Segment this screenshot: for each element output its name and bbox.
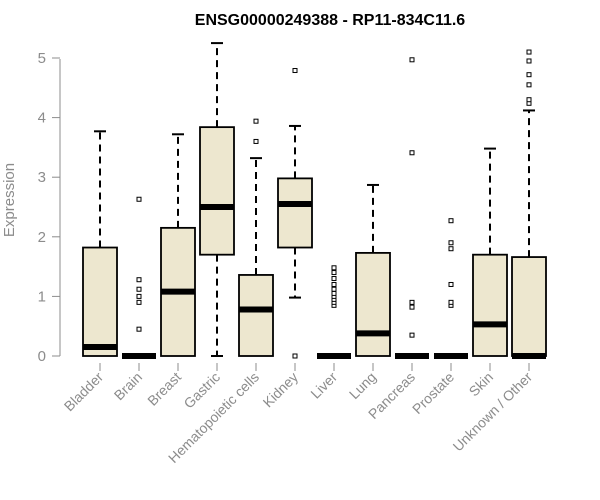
outlier-8-4 xyxy=(409,57,415,63)
outlier-11-4 xyxy=(526,58,532,64)
box-3 xyxy=(199,42,235,357)
box-4 xyxy=(238,118,274,357)
y-axis-ticks: 0 1 2 3 4 5 xyxy=(38,50,60,365)
box-rect-0 xyxy=(82,246,118,357)
chart-title: ENSG00000249388 - RP11-834C11.6 xyxy=(195,12,466,29)
outlier-11-2 xyxy=(526,82,532,88)
box-9 xyxy=(434,218,468,359)
outlier-6-6 xyxy=(331,281,337,287)
outlier-1-3 xyxy=(136,286,142,292)
outlier-6-4 xyxy=(331,290,337,296)
outlier-9-2 xyxy=(448,281,454,287)
y-tick-label-2: 2 xyxy=(38,229,46,246)
y-tick-label-3: 3 xyxy=(38,169,46,186)
x-tick-label-7: Lung xyxy=(346,369,379,402)
outlier-4-0 xyxy=(253,138,259,144)
box-1 xyxy=(122,196,156,359)
box-rect-4 xyxy=(238,274,274,357)
outlier-5-1 xyxy=(292,68,298,74)
y-axis-label: Expression xyxy=(1,163,18,237)
box-2 xyxy=(160,133,196,357)
box-11 xyxy=(511,49,547,359)
x-tick-label-1: Brain xyxy=(111,369,145,403)
outlier-1-4 xyxy=(136,277,142,283)
box-5 xyxy=(277,68,313,359)
outlier-5-0 xyxy=(292,353,298,359)
outlier-11-3 xyxy=(526,72,532,78)
box-0 xyxy=(82,130,118,357)
box-10 xyxy=(472,147,508,357)
box-rect-7 xyxy=(355,251,391,357)
x-tick-label-9: Prostate xyxy=(409,369,457,417)
outlier-8-1 xyxy=(409,304,415,310)
x-tick-label-2: Breast xyxy=(144,369,184,409)
x-tick-label-6: Liver xyxy=(307,369,340,402)
outlier-9-4 xyxy=(448,240,454,246)
x-tick-label-5: Kidney xyxy=(260,369,302,411)
box-rect-5 xyxy=(277,177,313,249)
outlier-1-1 xyxy=(136,299,142,305)
box-8 xyxy=(395,57,429,359)
y-tick-label-4: 4 xyxy=(38,110,46,127)
outlier-6-9 xyxy=(331,265,337,271)
outlier-1-5 xyxy=(136,196,142,202)
x-tick-label-0: Bladder xyxy=(61,369,107,415)
outlier-9-3 xyxy=(448,246,454,252)
outlier-4-1 xyxy=(253,118,259,124)
box-7 xyxy=(355,183,391,357)
outlier-6-7 xyxy=(331,276,337,282)
y-tick-label-0: 0 xyxy=(38,348,46,365)
y-tick-label-5: 5 xyxy=(38,50,46,67)
boxes-group xyxy=(82,42,547,359)
outlier-8-0 xyxy=(409,332,415,338)
box-6 xyxy=(317,265,351,359)
outlier-1-0 xyxy=(136,326,142,332)
outlier-9-5 xyxy=(448,218,454,224)
outlier-9-1 xyxy=(448,299,454,305)
outlier-6-8 xyxy=(331,270,337,276)
outlier-11-5 xyxy=(526,49,532,55)
outlier-11-1 xyxy=(526,97,532,103)
outlier-1-2 xyxy=(136,293,142,299)
box-rect-3 xyxy=(199,126,235,256)
outlier-6-5 xyxy=(331,286,337,292)
outlier-8-3 xyxy=(409,150,415,156)
box-rect-11 xyxy=(511,256,547,357)
x-tick-label-10: Skin xyxy=(466,369,497,400)
outlier-8-2 xyxy=(409,299,415,305)
y-tick-label-1: 1 xyxy=(38,288,46,305)
box-rect-10 xyxy=(472,253,508,357)
